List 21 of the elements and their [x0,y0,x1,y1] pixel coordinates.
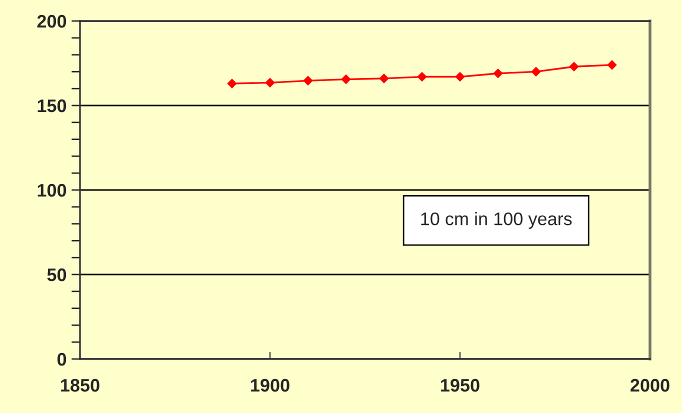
y-tick-label: 0 [57,352,66,366]
point [569,62,579,72]
point [607,60,617,70]
point [455,72,465,82]
point [379,74,389,84]
point [303,76,313,86]
point [417,72,427,82]
point [493,68,503,78]
y-tick-label: 100 [38,184,66,197]
point [265,78,275,88]
point [227,78,237,88]
x-tick-label: 1950 [441,378,480,392]
y-tick-label: 150 [38,99,66,112]
point [341,74,351,84]
annotation: 10 cm in 100 years [421,212,572,229]
x-tick-label: 1850 [61,378,100,392]
x-tick-label: 1900 [251,378,290,392]
y-tick-label: 50 [47,268,66,282]
x-tick-label: 2000 [630,378,670,392]
y-tick-label: 200 [37,14,66,28]
point [531,67,541,76]
